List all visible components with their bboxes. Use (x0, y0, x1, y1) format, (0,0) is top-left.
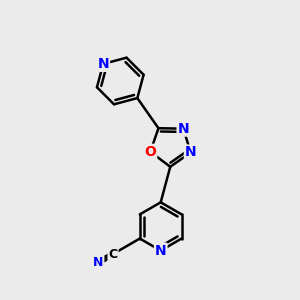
Text: N: N (155, 244, 167, 258)
Text: N: N (93, 256, 104, 269)
Text: N: N (98, 57, 109, 71)
Text: C: C (109, 248, 118, 260)
Text: N: N (185, 146, 197, 160)
Text: N: N (178, 122, 189, 136)
Text: O: O (144, 145, 156, 159)
